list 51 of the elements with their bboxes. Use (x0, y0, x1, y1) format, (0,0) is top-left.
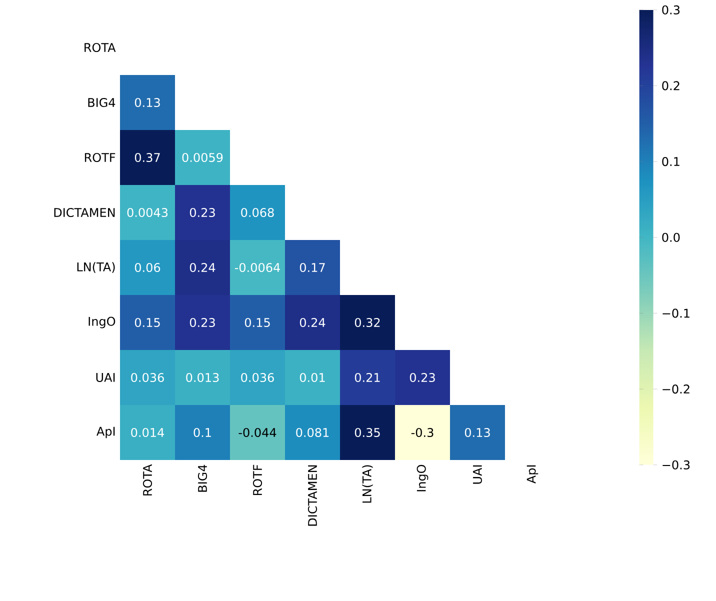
data-label: 0.23 (190, 318, 215, 328)
data-label: 0.036 (131, 372, 164, 382)
color-bar-label: 0.3 (662, 5, 680, 14)
data-label: 0.15 (244, 318, 270, 328)
color-bar-label: −0.1 (662, 308, 690, 318)
x-tick-label: IngO (416, 464, 428, 492)
x-tick-label: BIG4 (198, 464, 208, 492)
data-label: 0.013 (186, 372, 219, 382)
y-tick-label: BIG4 (88, 98, 116, 108)
y-tick-label: ApI (96, 426, 115, 438)
data-label: 0.1 (194, 428, 211, 438)
data-label: 0.24 (300, 318, 326, 328)
data-label: 0.15 (134, 318, 160, 328)
x-tick-label: ApI (526, 465, 538, 484)
y-tick-label: DICTAMEN (54, 208, 115, 218)
data-label: 0.068 (241, 208, 274, 218)
data-label: 0.13 (134, 98, 160, 108)
color-bar-label: −0.2 (662, 384, 690, 394)
data-label: -0.3 (411, 428, 434, 438)
data-label: 0.036 (241, 372, 274, 382)
data-label: 0.06 (134, 262, 160, 272)
color-bar-label: 0.2 (662, 81, 680, 90)
y-tick-label: IngO (88, 316, 116, 328)
x-tick-label: ROTA (142, 464, 152, 496)
data-label: -0.0064 (234, 262, 280, 272)
data-label: 0.13 (464, 428, 490, 438)
data-label: 0.37 (134, 152, 160, 162)
data-label: 0.081 (296, 428, 329, 438)
color-bar-label: −0.3 (662, 460, 690, 470)
data-label: 0.014 (131, 428, 164, 438)
data-label: 0.23 (410, 372, 435, 382)
y-tick-label: LN(TA) (77, 262, 115, 273)
data-label: 0.0043 (127, 208, 168, 218)
y-tick-label: ROTA (84, 42, 116, 52)
data-label: 0.23 (190, 208, 215, 218)
data-label: 0.24 (190, 262, 216, 272)
color-bar-label: 0.0 (662, 232, 680, 242)
data-label: 0.01 (300, 372, 325, 382)
x-tick-label: ROTF (252, 464, 262, 496)
y-tick-label: UAI (96, 373, 115, 382)
data-label: 0.35 (354, 428, 380, 438)
data-label: 0.32 (354, 318, 380, 328)
data-label: 0.17 (300, 262, 325, 272)
x-tick-label: LN(TA) (362, 465, 373, 503)
data-label: -0.044 (238, 428, 276, 438)
x-tick-label: UAI (473, 465, 482, 484)
color-bar-label: 0.1 (662, 157, 680, 166)
data-label: 0.21 (354, 372, 380, 382)
data-label: 0.0059 (182, 152, 223, 162)
y-tick-label: ROTF (84, 152, 116, 162)
x-tick-label: DICTAMEN (308, 465, 318, 526)
